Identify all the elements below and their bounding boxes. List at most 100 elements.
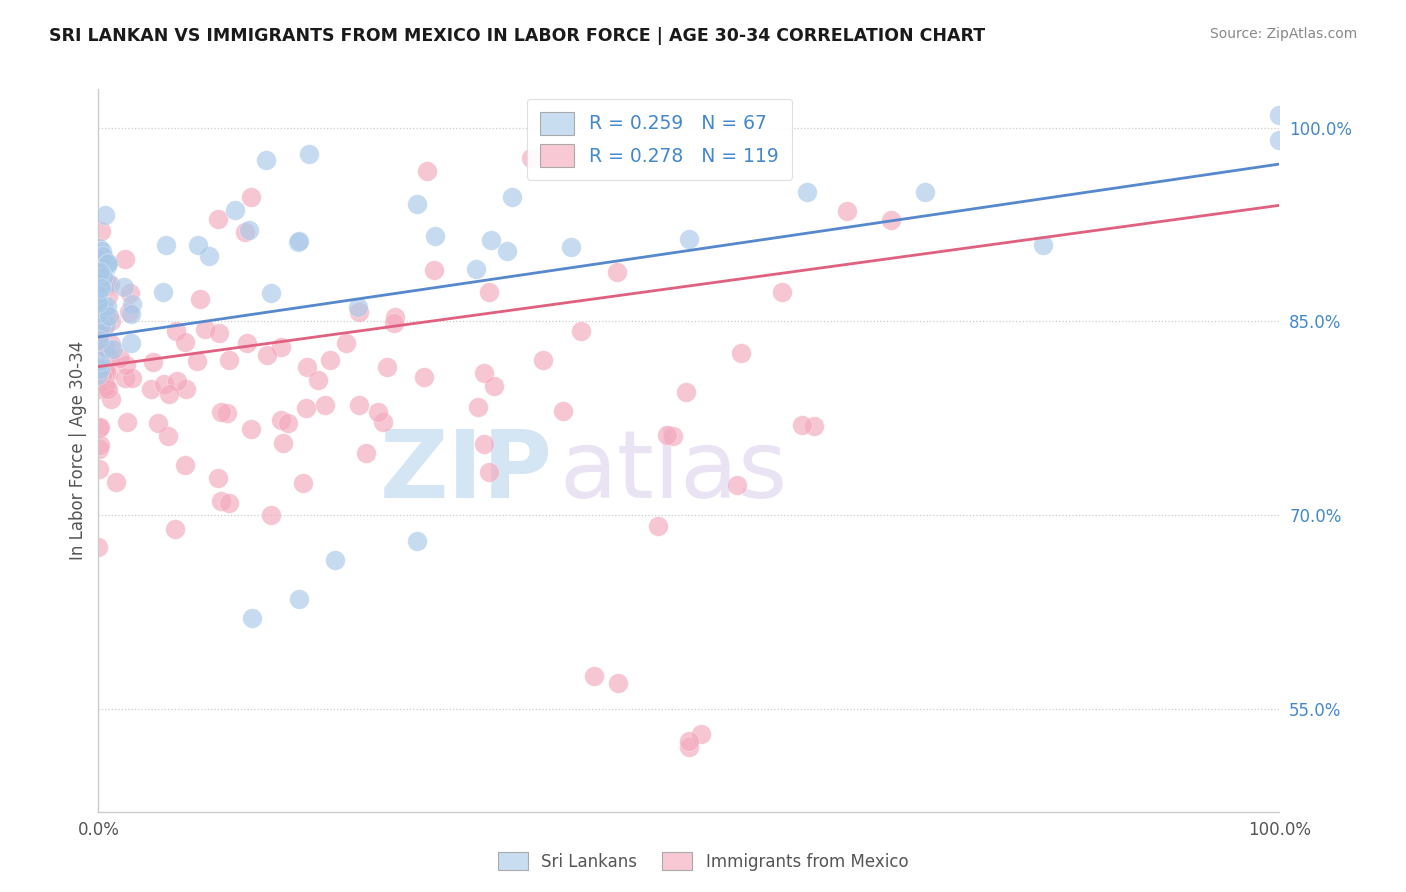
Point (484, 379, 506, 393)
Point (560, 240, 582, 254)
Point (87, 462, 110, 476)
Legend: R = 0.259   N = 67, R = 0.278   N = 119: R = 0.259 N = 67, R = 0.278 N = 119 (527, 99, 792, 180)
Point (347, 300, 370, 314)
Point (89, 353, 111, 368)
Point (112, 279, 135, 293)
Point (165, 324, 187, 338)
Point (1268, 133, 1291, 147)
Point (423, 229, 446, 244)
Point (121, 296, 143, 310)
Point (335, 336, 357, 351)
Point (89, 271, 111, 285)
Point (207, 211, 229, 226)
Point (377, 360, 399, 375)
Point (87, 252, 110, 267)
Point (100, 337, 122, 351)
Point (314, 398, 336, 412)
Point (90, 277, 112, 291)
Point (260, 286, 283, 301)
Point (114, 371, 136, 385)
Point (194, 322, 217, 336)
Point (188, 292, 211, 306)
Point (87, 421, 110, 435)
Legend: Sri Lankans, Immigrants from Mexico: Sri Lankans, Immigrants from Mexico (489, 844, 917, 880)
Point (87, 277, 110, 292)
Point (647, 518, 669, 533)
Point (349, 398, 371, 412)
Point (406, 197, 429, 211)
Point (97, 288, 120, 302)
Point (472, 437, 495, 451)
Point (87, 368, 110, 382)
Point (835, 204, 858, 219)
Point (87, 262, 110, 277)
Point (295, 360, 318, 375)
Point (139, 382, 162, 396)
Point (416, 163, 439, 178)
Point (551, 404, 574, 418)
Point (98, 352, 121, 367)
Point (298, 146, 321, 161)
Point (277, 416, 299, 430)
Point (87, 315, 110, 329)
Point (89, 420, 111, 434)
Point (89, 337, 111, 351)
Point (569, 324, 592, 338)
Point (156, 429, 179, 443)
Point (96, 257, 118, 271)
Point (120, 336, 142, 351)
Point (97, 276, 120, 290)
Point (295, 401, 318, 416)
Y-axis label: In Labor Force | Age 30-34: In Labor Force | Age 30-34 (69, 341, 87, 560)
Point (115, 415, 138, 429)
Point (796, 185, 818, 199)
Point (87, 382, 110, 396)
Point (118, 305, 141, 319)
Point (319, 353, 342, 368)
Point (1032, 238, 1054, 252)
Point (678, 231, 700, 245)
Point (87, 541, 110, 555)
Point (373, 415, 395, 429)
Point (254, 153, 277, 168)
Point (770, 285, 793, 299)
Point (90, 368, 112, 383)
Point (98, 277, 121, 292)
Point (520, 151, 543, 165)
Point (153, 376, 176, 391)
Point (209, 494, 232, 508)
Point (121, 370, 143, 384)
Point (472, 366, 495, 380)
Point (174, 382, 197, 396)
Point (142, 355, 165, 369)
Point (89, 296, 111, 310)
Point (382, 316, 405, 330)
Point (288, 591, 311, 606)
Point (233, 225, 256, 239)
Point (465, 261, 488, 276)
Point (174, 334, 197, 349)
Point (89, 362, 111, 376)
Point (209, 405, 232, 419)
Point (217, 406, 239, 420)
Point (87, 360, 110, 375)
Point (235, 336, 257, 351)
Point (87, 284, 110, 298)
Point (87, 296, 110, 310)
Point (583, 669, 606, 683)
Point (155, 238, 177, 252)
Point (96, 299, 118, 313)
Text: Source: ZipAtlas.com: Source: ZipAtlas.com (1209, 27, 1357, 41)
Point (270, 339, 292, 353)
Point (496, 244, 519, 258)
Point (146, 417, 169, 431)
Point (165, 522, 187, 536)
Point (678, 733, 700, 747)
Point (90, 298, 112, 312)
Point (914, 186, 936, 200)
Point (87, 327, 110, 342)
Point (97, 366, 120, 380)
Point (91, 249, 114, 263)
Point (367, 405, 389, 419)
Point (97, 256, 120, 270)
